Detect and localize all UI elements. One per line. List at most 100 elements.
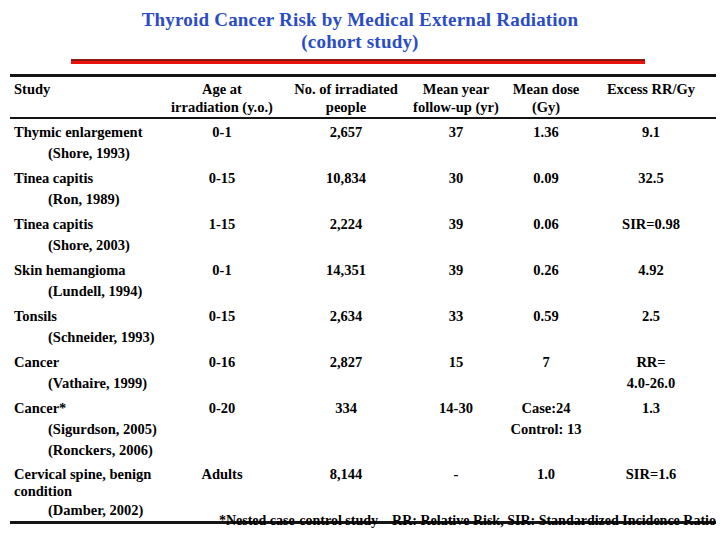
excess-rr-cell: 1.3 [586,395,716,463]
dose-cell: 0.59 [506,303,586,349]
cell-value: 2,224 [287,214,405,235]
study-cell: Cervical spine, benigncondition(Damber, … [10,463,158,523]
cell-value: - [407,466,505,483]
column-header: Mean dose(Gy) [506,76,586,119]
cell-value: Control: 13 [507,419,585,440]
follow-up-cell: 33 [406,303,506,349]
dose-cell: 7 [506,349,586,395]
cell-value: 14-30 [407,398,505,419]
cell-value: 0-15 [159,306,285,327]
slide-title: Thyroid Cancer Risk by Medical External … [0,0,720,53]
follow-up-cell: 30 [406,165,506,211]
cell-value: 4.0-26.0 [587,373,715,394]
column-header: No. of irradiatedpeople [286,76,406,119]
cell-value: 2,634 [287,306,405,327]
header-row: StudyAge atirradiation (y.o.)No. of irra… [10,76,716,119]
study-name: Tonsils [14,306,157,327]
cell-value: 15 [407,352,505,373]
title-underline [71,59,645,64]
study-reference: (Schneider, 1993) [14,327,157,348]
table-row: Skin hemangioma(Lundell, 1994)0-114,3513… [10,257,716,303]
cohort-study-table: StudyAge atirradiation (y.o.)No. of irra… [10,74,716,524]
footnote-abbreviations: RR: Relative Risk, SIR: Standardized Inc… [392,513,716,528]
cell-value: 7 [507,352,585,373]
cell-value: 14,351 [287,260,405,281]
cell-value: 32.5 [587,168,715,189]
study-name: Skin hemangioma [14,260,157,281]
people-cell: 14,351 [286,257,406,303]
age-cell: 0-1 [158,257,286,303]
people-cell: 2,224 [286,211,406,257]
dose-cell: 0.09 [506,165,586,211]
follow-up-cell: 15 [406,349,506,395]
study-reference: (Vathaire, 1999) [14,373,157,394]
cell-value: 30 [407,168,505,189]
cell-value: 334 [287,398,405,419]
study-cell: Cancer*(Sigurdson, 2005)(Ronckers, 2006) [10,395,158,463]
cell-value: 9.1 [587,122,715,143]
study-reference: (Ronckers, 2006) [14,440,157,461]
header-line: (Gy) [507,98,585,116]
excess-rr-cell: 32.5 [586,165,716,211]
study-reference: (Shore, 1993) [14,143,157,164]
people-cell: 10,834 [286,165,406,211]
age-cell: 1-15 [158,211,286,257]
header-line: irradiation (y.o.) [159,98,285,116]
cell-value: 0.09 [507,168,585,189]
study-reference: (Shore, 2003) [14,235,157,256]
excess-rr-cell: SIR=0.98 [586,211,716,257]
cell-value: Adults [159,466,285,483]
header-line: follow-up (yr) [407,98,505,116]
age-cell: 0-15 [158,165,286,211]
cell-value: 0-1 [159,260,285,281]
cell-value: 10,834 [287,168,405,189]
header-line: No. of irradiated [287,80,405,98]
table-row: Cancer(Vathaire, 1999)0-162,827157RR=4.0… [10,349,716,395]
table-header: StudyAge atirradiation (y.o.)No. of irra… [10,76,716,119]
cell-value: 2,827 [287,352,405,373]
age-cell: 0-1 [158,118,286,165]
people-cell: 2,634 [286,303,406,349]
table-body: Thymic enlargement(Shore, 1993)0-12,6573… [10,118,716,523]
column-header: Study [10,76,158,119]
study-name: Cervical spine, benign [14,466,157,483]
cell-value: 39 [407,260,505,281]
study-name: Cancer* [14,398,157,419]
cell-value: 0.59 [507,306,585,327]
study-reference: (Damber, 2002) [14,500,157,520]
people-cell: 334 [286,395,406,463]
footnote-nested-note: *Nested case-control study [219,513,378,528]
table-row: Tinea capitis(Ron, 1989)0-1510,834300.09… [10,165,716,211]
cell-value: 1.3 [587,398,715,419]
dose-cell: 1.36 [506,118,586,165]
people-cell: 2,657 [286,118,406,165]
table-row: Thymic enlargement(Shore, 1993)0-12,6573… [10,118,716,165]
cell-value: 0-16 [159,352,285,373]
cell-value: 1.0 [507,466,585,483]
study-cell: Thymic enlargement(Shore, 1993) [10,118,158,165]
cell-value: 0-1 [159,122,285,143]
study-reference: (Ron, 1989) [14,189,157,210]
cell-value: 0-15 [159,168,285,189]
cell-value: SIR=0.98 [587,214,715,235]
cell-value: 37 [407,122,505,143]
title-line-1: Thyroid Cancer Risk by Medical External … [0,9,720,31]
people-cell: 2,827 [286,349,406,395]
table-row: Tinea capitis(Shore, 2003)1-152,224390.0… [10,211,716,257]
cell-value: 33 [407,306,505,327]
cell-value: 4.92 [587,260,715,281]
study-name: Tinea capitis [14,168,157,189]
cell-value: 1.36 [507,122,585,143]
header-line: Mean dose [507,80,585,98]
cell-value: 2,657 [287,122,405,143]
cell-value: 1-15 [159,214,285,235]
age-cell: 0-16 [158,349,286,395]
column-header: Excess RR/Gy [586,76,716,119]
follow-up-cell: 39 [406,257,506,303]
footnote: *Nested case-control study RR: Relative R… [219,512,716,529]
study-cell: Tinea capitis(Ron, 1989) [10,165,158,211]
cell-value: RR= [587,352,715,373]
age-cell: 0-20 [158,395,286,463]
follow-up-cell: 39 [406,211,506,257]
study-cell: Cancer(Vathaire, 1999) [10,349,158,395]
